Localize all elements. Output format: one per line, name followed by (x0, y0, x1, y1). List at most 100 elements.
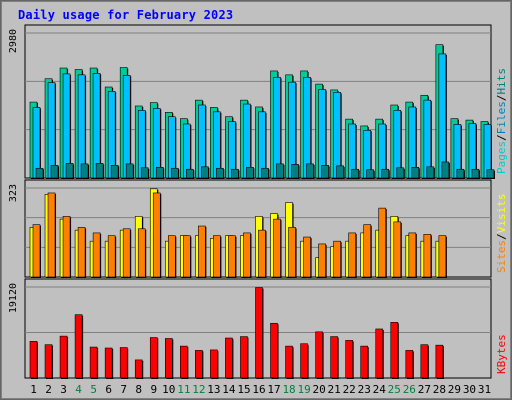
bar-hits-files-day-2 (47, 82, 56, 179)
bar-hits-pages-day-15 (246, 166, 254, 179)
bar-kbytes-kbytes-day-3 (59, 335, 68, 379)
bar-kbytes-kbytes-day-17 (270, 322, 278, 379)
bar-hits-pages-day-29 (456, 168, 465, 179)
bar-hits-files-day-5 (92, 73, 101, 179)
bar-kbytes-kbytes-day-21 (330, 336, 338, 379)
x-tick-label-day-28: 28 (433, 383, 446, 396)
bar-hits-pages-day-2 (50, 165, 59, 179)
bar-visits-sites-day-18 (288, 227, 296, 278)
bar-visits-sites-day-2 (47, 192, 56, 278)
bar-hits-pages-day-7 (125, 163, 134, 179)
bar-hits-pages-day-30 (471, 168, 480, 179)
bar-visits-sites-day-10 (167, 235, 176, 278)
y-max-label-visits: 323 (8, 184, 19, 202)
bar-hits-files-day-4 (77, 74, 86, 179)
bar-hits-pages-day-5 (95, 163, 104, 179)
x-tick-label-day-24: 24 (373, 383, 387, 396)
bar-hits-files-day-15 (243, 103, 251, 179)
bar-kbytes-kbytes-day-22 (345, 340, 353, 379)
bar-kbytes-kbytes-day-6 (104, 347, 113, 379)
x-tick-label-day-26: 26 (403, 383, 416, 396)
bar-visits-sites-day-23 (363, 224, 372, 278)
chart-title: Daily usage for February 2023 (18, 8, 234, 22)
x-tick-label-day-16: 16 (252, 383, 265, 396)
x-tick-label-day-9: 9 (150, 383, 157, 396)
bar-kbytes-kbytes-day-24 (375, 328, 384, 379)
bar-hits-pages-day-9 (155, 166, 164, 179)
bar-hits-pages-day-19 (306, 163, 314, 179)
legend-item: / (495, 134, 508, 141)
bar-kbytes-kbytes-day-7 (119, 347, 128, 379)
bar-hits-pages-day-31 (486, 169, 495, 179)
bar-visits-sites-day-20 (318, 243, 326, 278)
bar-hits-pages-day-8 (140, 167, 149, 179)
bar-hits-pages-day-16 (261, 167, 269, 179)
legend-visits: Sites/Visits (495, 194, 508, 274)
x-tick-label-day-18: 18 (282, 383, 295, 396)
bar-hits-pages-day-22 (351, 168, 359, 179)
bar-hits-files-day-3 (62, 73, 71, 179)
legend-kbytes: KBytes (495, 334, 508, 374)
x-tick-label-day-31: 31 (478, 383, 491, 396)
x-tick-label-day-7: 7 (120, 383, 127, 396)
bar-visits-sites-day-12 (198, 225, 206, 278)
bar-hits-pages-day-3 (65, 163, 74, 179)
legend-item: Files (495, 101, 508, 134)
bar-kbytes-kbytes-day-18 (285, 345, 293, 379)
x-tick-label-day-15: 15 (237, 383, 250, 396)
legend-item: Pages (495, 141, 508, 174)
bar-visits-sites-day-15 (243, 232, 251, 278)
bar-hits-pages-day-10 (170, 167, 179, 179)
bar-visits-sites-day-8 (137, 228, 146, 278)
legend-item: Sites (495, 240, 508, 273)
legend-item: Hits (495, 68, 508, 95)
bar-hits-pages-day-12 (201, 166, 209, 179)
bar-hits-files-day-7 (122, 75, 131, 179)
x-tick-label-day-14: 14 (222, 383, 236, 396)
bar-hits-pages-day-11 (186, 168, 194, 179)
x-tick-label-day-29: 29 (448, 383, 461, 396)
bar-kbytes-kbytes-day-20 (315, 331, 323, 379)
x-tick-label-day-1: 1 (30, 383, 37, 396)
bar-hits-files-day-17 (273, 76, 281, 179)
bar-hits-pages-day-18 (291, 164, 299, 179)
bar-kbytes-kbytes-day-25 (390, 322, 399, 379)
bar-visits-sites-day-6 (107, 235, 116, 278)
bar-hits-pages-day-28 (441, 161, 450, 179)
x-tick-label-day-25: 25 (388, 383, 401, 396)
bar-visits-sites-day-19 (303, 236, 311, 278)
bar-kbytes-kbytes-day-9 (149, 337, 158, 379)
panel-kbytes: 19120 KBytes (8, 278, 508, 379)
x-tick-label-day-8: 8 (135, 383, 142, 396)
bar-visits-sites-day-17 (273, 218, 281, 278)
bar-hits-pages-day-25 (396, 167, 405, 179)
bar-visits-sites-day-25 (393, 221, 402, 278)
bar-visits-sites-day-3 (62, 216, 71, 278)
bar-kbytes-kbytes-day-11 (180, 345, 188, 379)
bar-kbytes-kbytes-day-27 (420, 344, 429, 379)
bar-hits-files-day-18 (288, 81, 296, 179)
bar-kbytes-kbytes-day-2 (44, 344, 53, 379)
x-tick-label-day-22: 22 (343, 383, 356, 396)
bar-visits-sites-day-28 (438, 235, 447, 278)
bar-hits-pages-day-4 (80, 163, 89, 179)
bar-kbytes-kbytes-day-16 (255, 287, 263, 379)
bar-hits-pages-day-27 (426, 166, 435, 179)
bar-hits-files-day-19 (303, 76, 311, 179)
bar-visits-sites-day-22 (348, 232, 356, 278)
x-tick-label-day-30: 30 (463, 383, 476, 396)
bar-visits-sites-day-27 (423, 233, 432, 278)
bar-kbytes-kbytes-day-15 (240, 336, 248, 379)
bar-kbytes-kbytes-day-19 (300, 343, 308, 379)
bar-visits-sites-day-16 (258, 229, 266, 278)
x-tick-label-day-20: 20 (313, 383, 326, 396)
bar-kbytes-kbytes-day-26 (405, 350, 414, 379)
x-tick-label-day-3: 3 (60, 383, 67, 396)
bar-visits-sites-day-26 (408, 232, 417, 278)
x-tick-label-day-27: 27 (418, 383, 431, 396)
x-tick-label-day-10: 10 (162, 383, 175, 396)
